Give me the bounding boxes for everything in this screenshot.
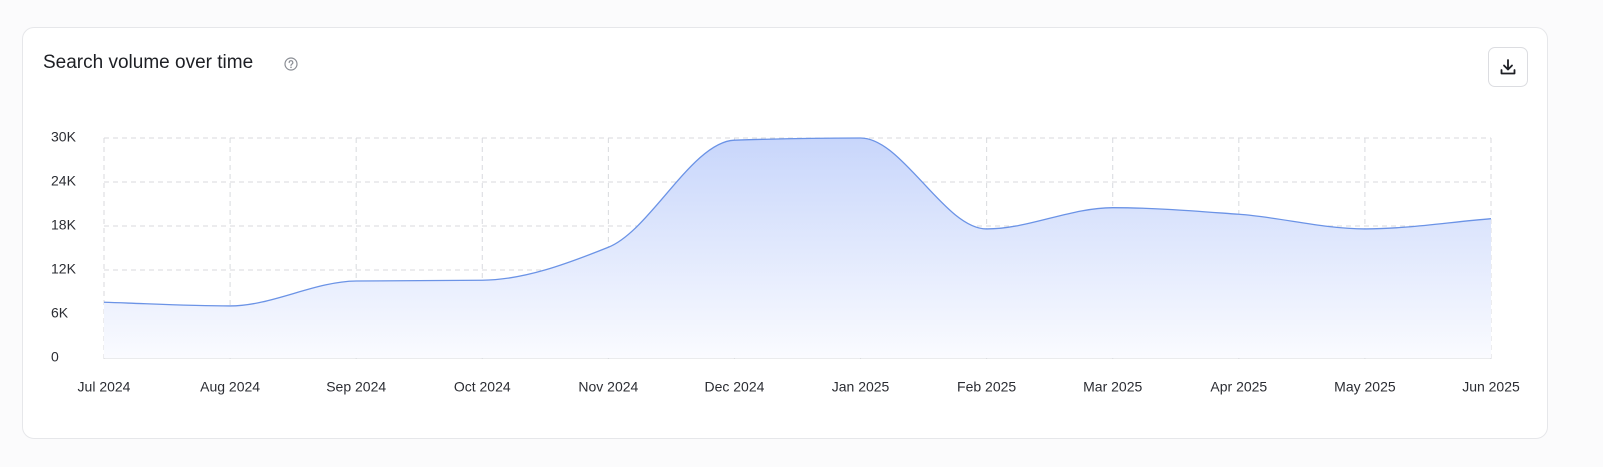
y-tick-label: 18K	[51, 217, 77, 233]
chart: 0 6K 12K 18K 24K 30K Jul 2024 Aug 2024 Sep 2024 O…	[51, 129, 1520, 395]
x-tick-label: Jun 2025	[1462, 379, 1520, 395]
chart-title: Search volume over time	[43, 52, 254, 73]
y-tick-label: 0	[51, 349, 59, 365]
y-tick-label: 12K	[51, 261, 77, 277]
area-fill	[104, 138, 1491, 358]
x-tick-label: Jul 2024	[78, 379, 131, 395]
x-tick-label: Apr 2025	[1210, 379, 1267, 395]
y-tick-label: 24K	[51, 173, 77, 189]
y-tick-label: 30K	[51, 129, 77, 145]
x-tick-label: Nov 2024	[578, 379, 638, 395]
x-tick-label: Mar 2025	[1083, 379, 1142, 395]
x-tick-label: Sep 2024	[326, 379, 386, 395]
line	[103, 137, 1492, 307]
x-tick-label: Aug 2024	[200, 379, 260, 395]
x-tick-label: May 2025	[1334, 379, 1396, 395]
help-icon[interactable]	[284, 57, 298, 71]
download-icon	[1500, 59, 1516, 75]
card: 0 6K 12K 18K 24K 30K Jul 2024 Aug 2024 Sep 2024 O…	[22, 27, 1548, 439]
download-button[interactable]	[1488, 47, 1528, 87]
x-tick-label: Dec 2024	[704, 379, 764, 395]
y-tick-label: 6K	[51, 305, 69, 321]
x-tick-label: Feb 2025	[957, 379, 1016, 395]
x-tick-label: Jan 2025	[832, 379, 890, 395]
x-tick-label: Oct 2024	[454, 379, 511, 395]
